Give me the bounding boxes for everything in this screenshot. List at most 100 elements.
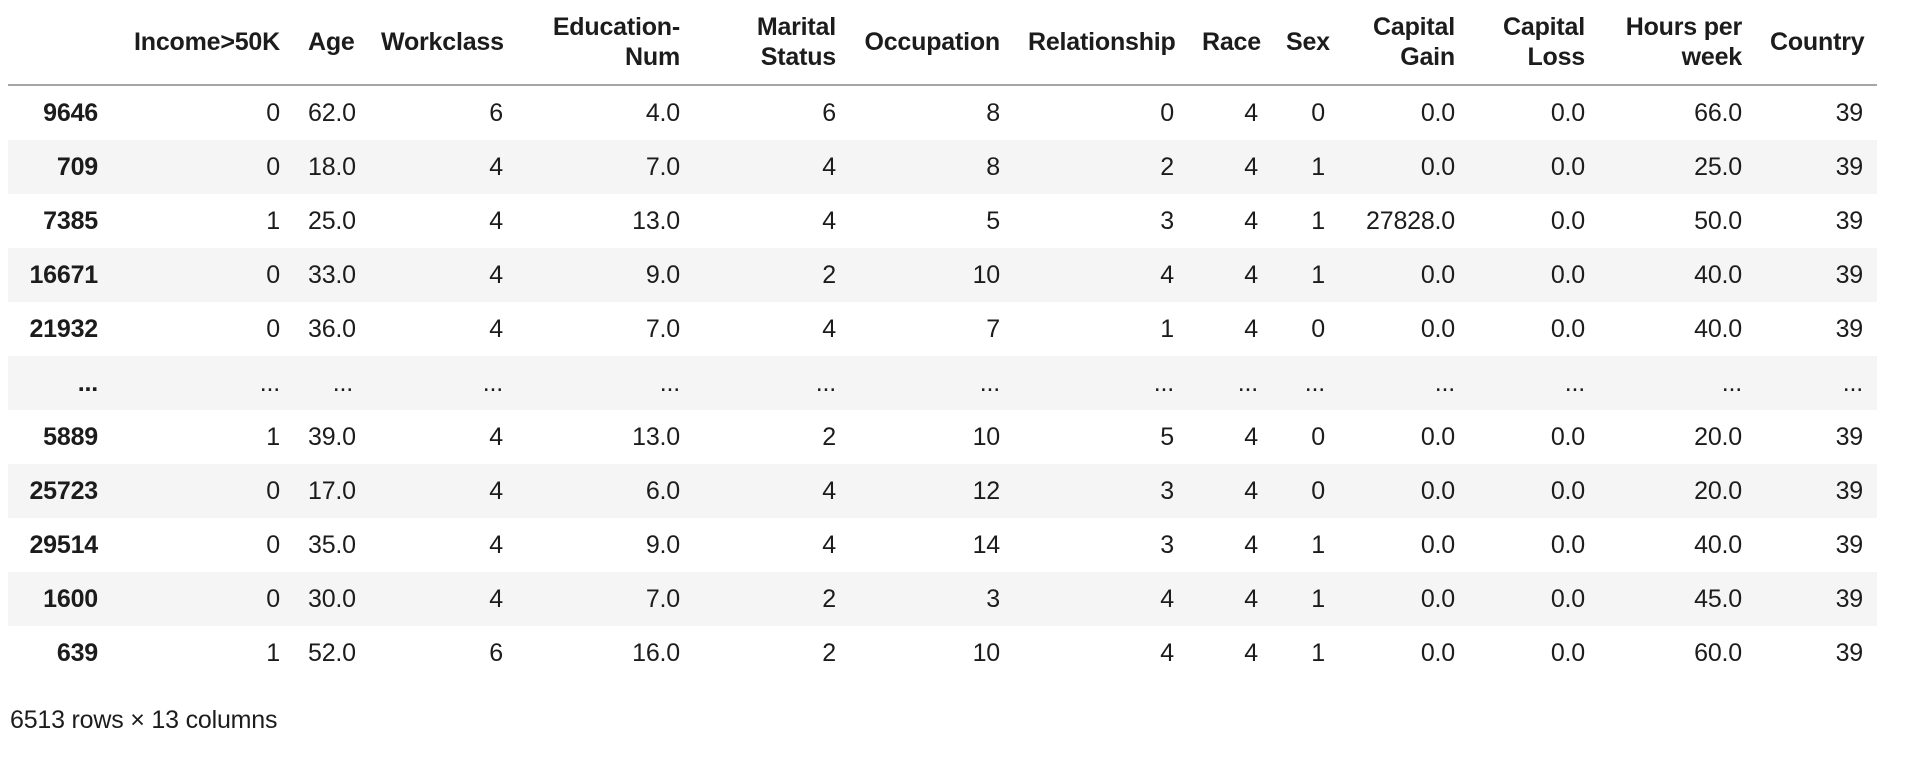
- table-row: 5889 1 39.0 4 13.0 2 10 5 4 0 0.0 0.0 20.0 39: [8, 410, 1877, 464]
- table-cell: 9.0: [645, 531, 680, 559]
- table-cell: 1: [1311, 207, 1325, 235]
- table-cell: 1: [1311, 531, 1325, 559]
- table-cell: 4: [1244, 585, 1258, 613]
- table-cell: 1: [1311, 261, 1325, 289]
- table-cell: ...: [1564, 369, 1585, 397]
- table-cell: ...: [259, 369, 280, 397]
- table-cell: 3: [1160, 477, 1174, 505]
- table-cell: 7.0: [645, 585, 680, 613]
- table-cell: 36.0: [308, 315, 356, 343]
- table-row: 21932 0 36.0 4 7.0 4 7 1 4 0 0.0 0.0 40.0 39: [8, 302, 1877, 356]
- table-cell: 4: [489, 531, 503, 559]
- table-cell: ...: [1237, 369, 1258, 397]
- table-cell: ...: [1721, 369, 1742, 397]
- table-cell: 0: [1311, 315, 1325, 343]
- table-cell: 0.0: [1550, 261, 1585, 289]
- table-row: 7385 1 25.0 4 13.0 4 5 3 4 1 27828.0 0.0 50.0 39: [8, 194, 1877, 248]
- table-cell: 4: [1244, 261, 1258, 289]
- table-cell: 60.0: [1694, 639, 1742, 667]
- row-index-label: 25723: [29, 477, 98, 505]
- column-header: Relationship: [1014, 0, 1188, 86]
- table-cell: 39: [1835, 153, 1864, 181]
- table-cell: 4: [1244, 207, 1258, 235]
- table-cell: 39: [1835, 477, 1864, 505]
- table-cell: 1: [266, 639, 280, 667]
- table-cell: 66.0: [1694, 99, 1742, 127]
- table-cell: 0.0: [1420, 315, 1455, 343]
- table-cell: 2: [822, 423, 836, 451]
- table-cell: 39: [1835, 315, 1864, 343]
- table-cell: 20.0: [1694, 477, 1742, 505]
- table-cell: 1: [1311, 639, 1325, 667]
- table-cell: 4: [1160, 639, 1174, 667]
- row-index-label: ...: [77, 369, 98, 397]
- table-cell: 1: [266, 423, 280, 451]
- table-cell: 0: [1311, 99, 1325, 127]
- table-cell: 5: [986, 207, 1000, 235]
- table-row: 29514 0 35.0 4 9.0 4 14 3 4 1 0.0 0.0 40.0 39: [8, 518, 1877, 572]
- table-cell: 4: [489, 153, 503, 181]
- table-cell: 3: [1160, 207, 1174, 235]
- table-row: 9646 0 62.0 6 4.0 6 8 0 4 0 0.0 0.0 66.0 39: [8, 85, 1877, 140]
- table-cell: 4: [1160, 261, 1174, 289]
- table-cell: 4: [489, 207, 503, 235]
- table-cell: ...: [1842, 369, 1863, 397]
- table-cell: 4.0: [645, 99, 680, 127]
- table-row: 16671 0 33.0 4 9.0 2 10 4 4 1 0.0 0.0 40.0 39: [8, 248, 1877, 302]
- table-cell: 20.0: [1694, 423, 1742, 451]
- table-cell: 0.0: [1550, 153, 1585, 181]
- column-header: Race: [1188, 0, 1272, 86]
- table-cell: 7.0: [645, 153, 680, 181]
- table-cell: 4: [489, 423, 503, 451]
- row-index-label: 7385: [43, 207, 98, 235]
- table-row: 1600 0 30.0 4 7.0 2 3 4 4 1 0.0 0.0 45.0 39: [8, 572, 1877, 626]
- table-cell: 0: [266, 531, 280, 559]
- table-cell: 5: [1160, 423, 1174, 451]
- column-header: Sex: [1272, 0, 1339, 86]
- column-header: Workclass: [367, 0, 517, 86]
- table-cell: 39: [1835, 639, 1864, 667]
- table-cell: 0.0: [1550, 585, 1585, 613]
- table-cell: 0: [266, 99, 280, 127]
- row-index-label: 9646: [43, 99, 98, 127]
- table-cell: 3: [1160, 531, 1174, 559]
- table-cell: 6: [489, 99, 503, 127]
- table-cell: 10: [972, 261, 1001, 289]
- column-header: Capital Gain: [1339, 0, 1469, 86]
- table-cell: 8: [986, 153, 1000, 181]
- table-cell: 4: [822, 207, 836, 235]
- column-header: Occupation: [850, 0, 1014, 86]
- table-cell: 0.0: [1550, 531, 1585, 559]
- table-cell: 4: [1244, 477, 1258, 505]
- table-cell: 0.0: [1550, 639, 1585, 667]
- table-cell: 0: [1160, 99, 1174, 127]
- table-cell: 0.0: [1420, 261, 1455, 289]
- table-cell: 25.0: [1694, 153, 1742, 181]
- table-header: Income>50K Age Workclass Education-Num Marit…: [8, 0, 1877, 86]
- table-cell: 0.0: [1550, 423, 1585, 451]
- table-cell: 7: [986, 315, 1000, 343]
- table-cell: ...: [815, 369, 836, 397]
- table-row: 25723 0 17.0 4 6.0 4 12 3 4 0 0.0 0.0 20.0 39: [8, 464, 1877, 518]
- table-cell: 35.0: [308, 531, 356, 559]
- column-header: Marital Status: [694, 0, 850, 86]
- index-column-header: [8, 0, 112, 86]
- row-index-label: 1600: [43, 585, 98, 613]
- table-cell: 0.0: [1550, 315, 1585, 343]
- table-cell: 4: [1244, 99, 1258, 127]
- table-row: ........................................…: [8, 356, 1877, 410]
- table-cell: 0.0: [1420, 531, 1455, 559]
- table-cell: 0: [1311, 477, 1325, 505]
- table-cell: ...: [332, 369, 353, 397]
- table-cell: 4: [822, 315, 836, 343]
- table-cell: 2: [822, 585, 836, 613]
- table-cell: 13.0: [632, 423, 680, 451]
- table-cell: 4: [1160, 585, 1174, 613]
- table-cell: 40.0: [1694, 315, 1742, 343]
- table-cell: 4: [1244, 423, 1258, 451]
- table-cell: 4: [1244, 153, 1258, 181]
- notebook-output-area: Income>50K Age Workclass Education-Num Marit…: [8, 0, 1877, 734]
- table-cell: ...: [1434, 369, 1455, 397]
- table-cell: 10: [972, 639, 1001, 667]
- table-cell: 4: [822, 153, 836, 181]
